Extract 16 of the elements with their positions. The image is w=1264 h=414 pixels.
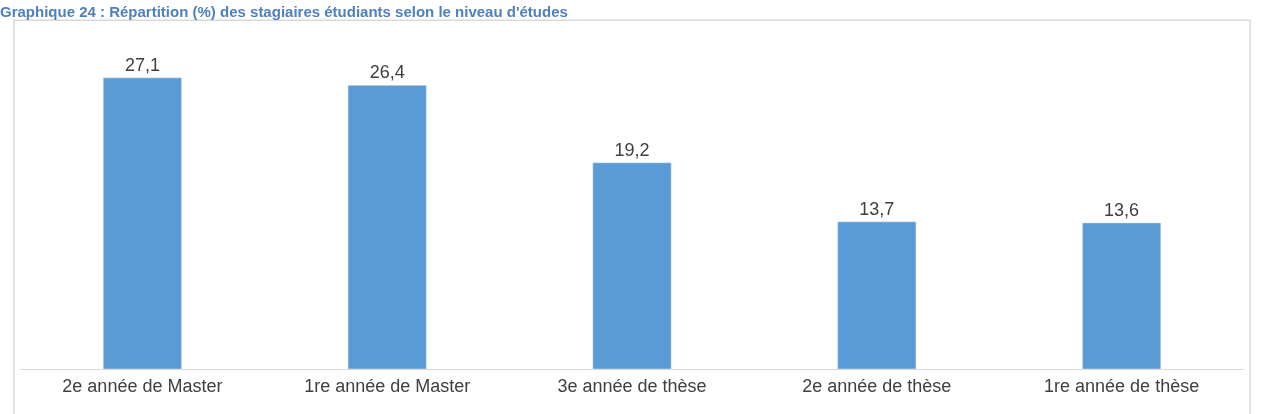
data-label: 26,4 <box>369 62 405 83</box>
data-label: 13,6 <box>1104 199 1140 220</box>
data-label: 19,2 <box>614 139 650 160</box>
bar <box>1082 222 1162 369</box>
bar <box>592 162 672 369</box>
bar <box>102 77 182 369</box>
bar <box>837 221 917 369</box>
x-tick-label: 1re année de thèse <box>1044 375 1200 396</box>
chart-title: Graphique 24 : Répartition (%) des stagiaires étudiants selon le niveau d'études <box>0 2 568 20</box>
x-tick-label: 1re année de Master <box>304 375 471 396</box>
x-tick-label: 2e année de thèse <box>802 375 952 396</box>
x-tick-label: 3e année de thèse <box>557 375 707 396</box>
data-label: 13,7 <box>859 198 895 219</box>
x-tick-label: 2e année de Master <box>62 375 223 396</box>
data-label: 27,1 <box>124 54 160 75</box>
bar <box>347 85 427 369</box>
